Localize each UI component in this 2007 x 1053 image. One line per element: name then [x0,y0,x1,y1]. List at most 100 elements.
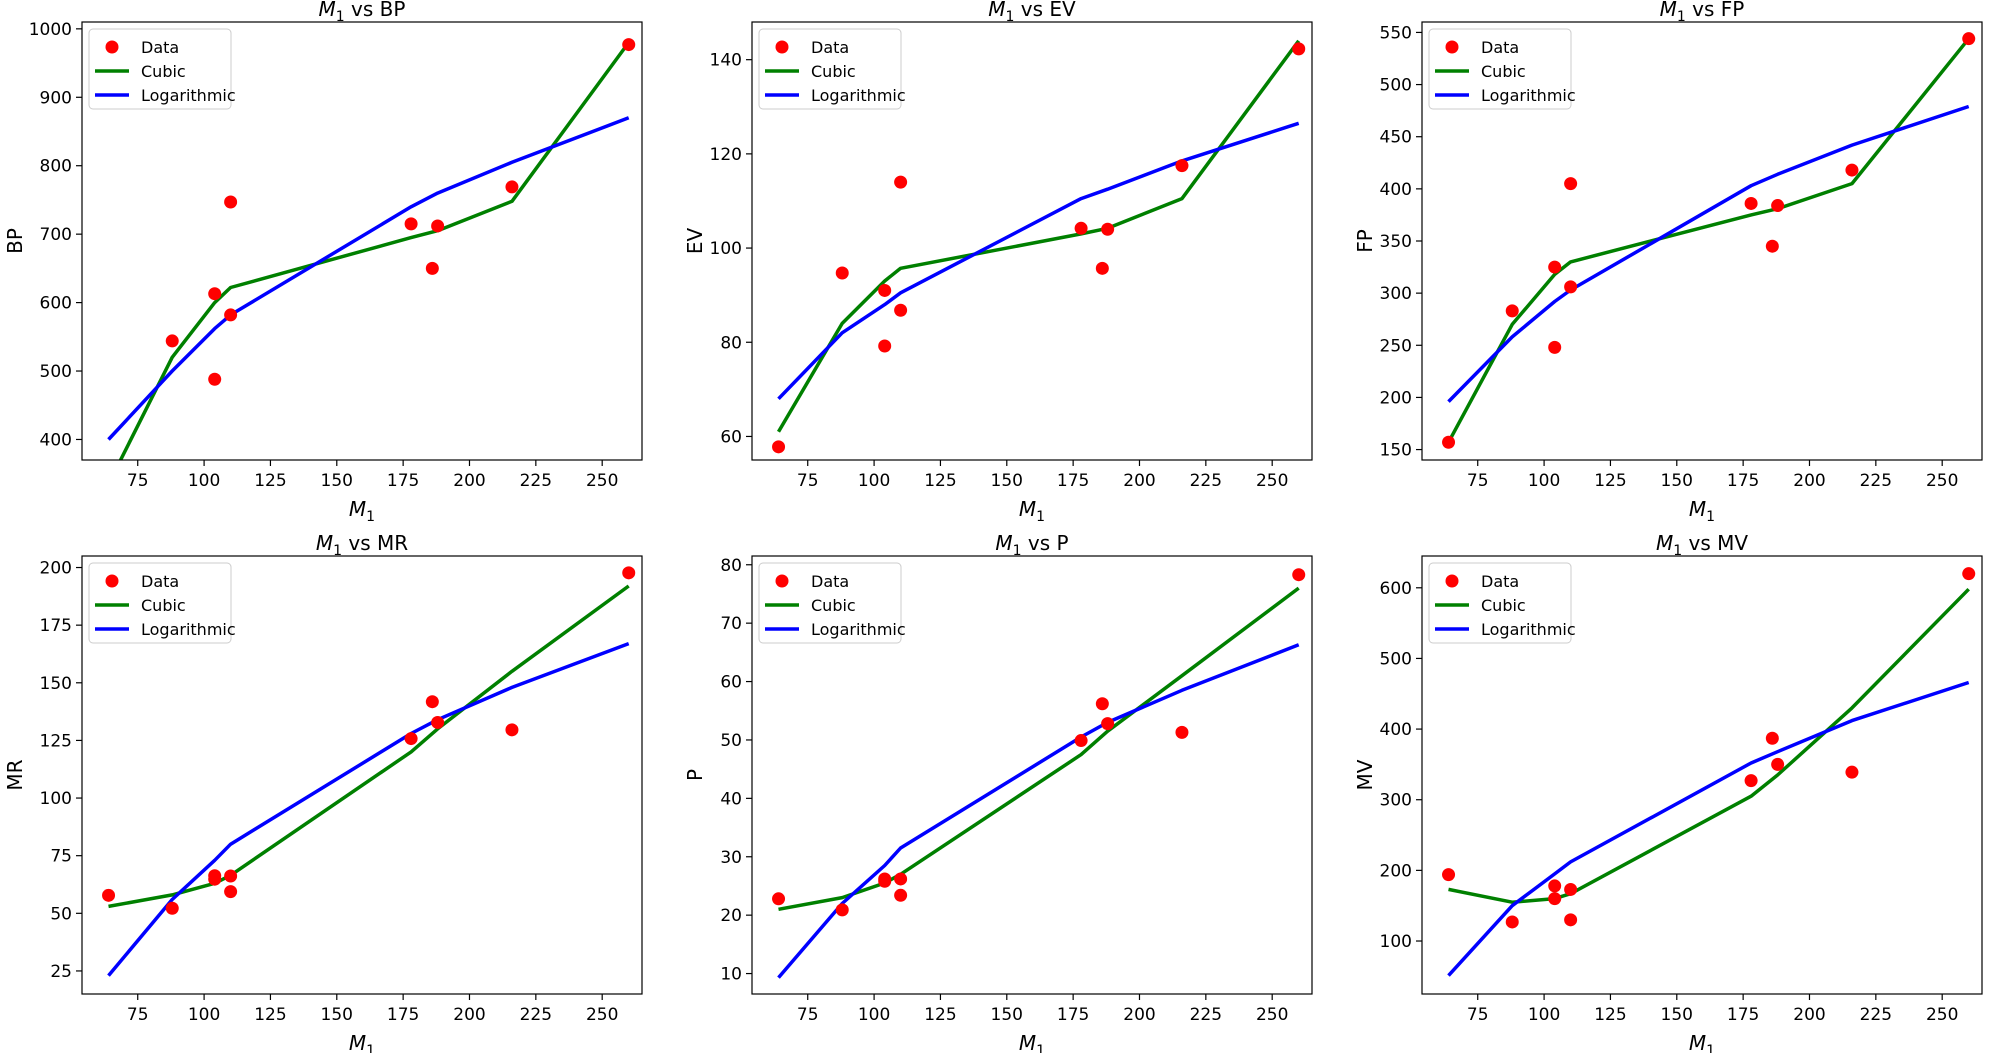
y-tick-label: 25 [50,962,72,982]
legend-marker [1445,40,1459,54]
y-tick-label: 30 [720,848,742,868]
chart-title: M1 vs FP [1660,0,1745,25]
y-tick-label: 50 [50,904,72,924]
chart-title-rest: vs MR [342,531,408,555]
data-point [622,566,636,580]
x-tick-label: 200 [1123,1005,1155,1025]
legend-label: Cubic [141,596,186,615]
data-point [1765,731,1779,745]
y-tick-label: 1000 [29,20,72,40]
x-tick-label: 75 [797,1005,819,1025]
x-tick-label: 100 [188,471,220,491]
y-tick-label: 60 [720,673,742,693]
x-axis-label: M1 [1689,497,1715,525]
chart-title-m: M [1660,0,1677,21]
data-point [1845,765,1859,779]
plot-area [772,39,1306,454]
legend: Data Cubic Logarithmic [758,562,906,644]
legend: Data Cubic Logarithmic [88,562,236,644]
chart-title-subscript: 1 [1673,543,1682,559]
x-tick-label: 75 [127,471,149,491]
data-point [1101,717,1115,731]
y-tick-label: 150 [1380,441,1412,461]
chart-title-m: M [1656,531,1673,555]
legend-label: Data [811,38,849,57]
y-tick-label: 125 [40,731,72,751]
x-axis-label-m: M [1689,497,1706,521]
data-point [431,219,445,233]
data-point [878,874,892,888]
y-tick-label: 120 [710,145,742,165]
plot-area [107,38,636,460]
legend-label: Logarithmic [141,86,236,105]
data-point [1771,199,1785,213]
x-tick-label: 250 [1926,1005,1958,1025]
chart-panel-5: 75 100 125 150 175 200 225 250 10 20 30 40 50 60 70 80 M… [683,531,1313,1053]
chart-title-rest: vs P [1022,531,1069,555]
plot-area [1442,32,1976,449]
data-point [835,903,849,917]
data-point [1175,725,1189,739]
x-tick-label: 175 [1727,471,1759,491]
axes-frame [751,21,1313,461]
chart-title: M1 vs EV [988,0,1076,25]
data-point [208,287,222,301]
data-point [1442,868,1456,882]
y-tick-label: 900 [40,88,72,108]
chart-title-rest: vs EV [1014,0,1076,21]
chart-title: M1 vs MR [316,531,408,559]
y-tick-label: 400 [1380,720,1412,740]
data-point [894,888,908,902]
x-tick-label: 250 [1926,471,1958,491]
x-axis-label-m: M [349,497,366,521]
data-point [894,872,908,886]
x-axis-label-subscript: 1 [1706,1043,1715,1053]
axes-frame [81,21,643,461]
y-tick-label: 140 [710,51,742,71]
legend-box [758,562,902,644]
data-point [1962,32,1976,46]
data-point [224,195,238,209]
data-point [208,372,222,386]
legend-label: Logarithmic [811,86,906,105]
data-point [1765,239,1779,253]
legend-label: Logarithmic [811,620,906,639]
y-tick-label: 350 [1380,232,1412,252]
data-point [1548,879,1562,893]
x-tick-label: 175 [1057,471,1089,491]
axes-frame [1421,555,1983,995]
chart-panel-6: 75 100 125 150 175 200 225 250 100 200 300 400 500 60… [1353,531,1983,1053]
data-point [224,308,238,322]
x-axis-label-subscript: 1 [1706,509,1715,525]
x-tick-label: 175 [387,1005,419,1025]
x-tick-label: 75 [1467,1005,1489,1025]
chart-title-subscript: 1 [333,543,342,559]
data-point [1564,177,1578,191]
data-point [1095,697,1109,711]
x-tick-label: 150 [321,1005,353,1025]
legend: Data Cubic Logarithmic [1428,562,1576,644]
data-point [1101,222,1115,236]
x-tick-label: 225 [1860,471,1892,491]
y-tick-label: 40 [720,789,742,809]
x-tick-label: 250 [1256,1005,1288,1025]
x-axis-label-m: M [349,1031,366,1053]
x-tick-label: 225 [1190,1005,1222,1025]
legend-box [1428,28,1572,110]
data-point [835,266,849,280]
x-tick-label: 175 [1727,1005,1759,1025]
x-tick-label: 125 [924,1005,956,1025]
x-axis-label-subscript: 1 [1036,1043,1045,1053]
logarithmic-fit-line [107,641,630,977]
data-point [1095,261,1109,275]
y-tick-label: 200 [1380,861,1412,881]
legend-label: Logarithmic [1481,620,1576,639]
legend-box [758,28,902,110]
x-tick-label: 200 [453,471,485,491]
legend-label: Cubic [1481,596,1526,615]
x-tick-label: 200 [1793,471,1825,491]
y-axis-label: BP [3,228,27,254]
y-tick-label: 70 [720,614,742,634]
legend-box [88,28,232,110]
